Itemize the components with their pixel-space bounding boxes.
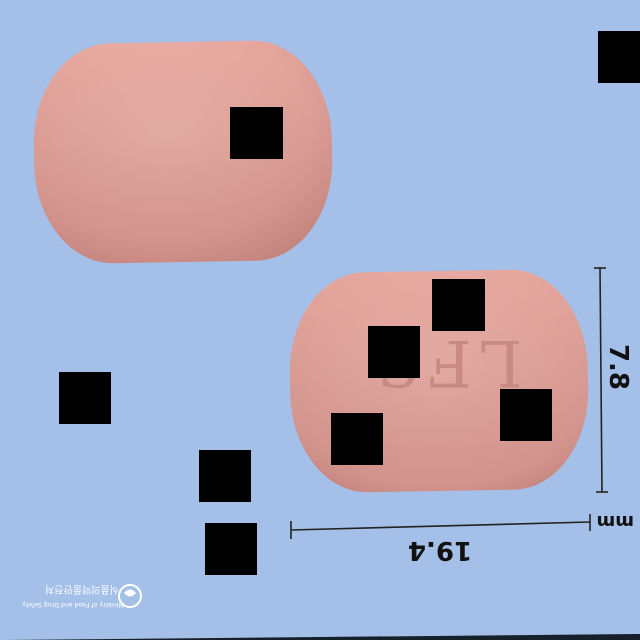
redaction-box <box>500 389 552 441</box>
unit-label: mm <box>596 511 634 532</box>
length-dimension-line <box>290 514 591 539</box>
width-dimension-line <box>594 267 608 493</box>
agency-logo-icon <box>118 584 142 608</box>
redaction-box <box>368 326 420 378</box>
redaction-box <box>432 279 485 331</box>
tablet-front <box>33 40 333 264</box>
redaction-box <box>205 523 257 575</box>
redaction-box <box>199 450 251 502</box>
length-label: 19.4 <box>407 535 473 565</box>
redaction-box <box>59 372 111 424</box>
redaction-box <box>230 107 283 159</box>
redaction-box <box>331 413 383 465</box>
agency-name-korean: 식품의약품안전처 <box>45 583 119 594</box>
redaction-box <box>598 31 640 83</box>
agency-name-english: Ministry of Food and Drug Safety <box>22 600 124 608</box>
width-label: 7.8 <box>603 343 633 391</box>
